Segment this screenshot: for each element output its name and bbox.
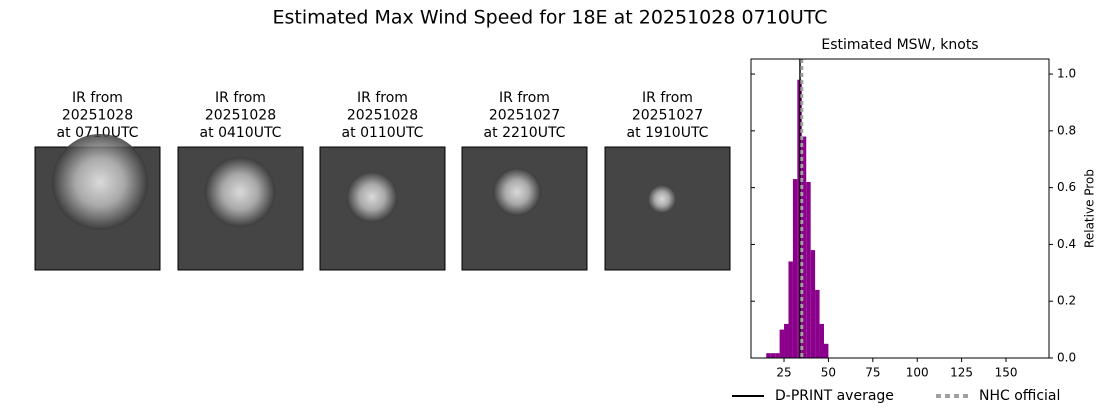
storm-cloud [52,134,148,230]
bar [779,329,785,358]
panel-caption: IR from [642,90,693,106]
x-tick-label: 150 [995,366,1018,380]
bar [819,323,824,358]
bar [792,179,798,358]
bar [806,181,811,358]
x-tick-label: 50 [821,366,836,380]
y-axis-label: Relative Prob [1083,169,1097,248]
panel-caption: IR from [499,90,550,106]
y-tick-label: 0.0 [1057,351,1076,365]
panel-caption: 20251028 [347,108,418,124]
bar [770,353,776,358]
bar [815,289,820,358]
bar [801,136,807,358]
legend-label: NHC official [979,388,1060,404]
y-tick-label: 1.0 [1057,67,1076,81]
bar [784,323,789,358]
panel-caption: IR from [215,90,266,106]
y-tick-label: 0.6 [1057,180,1076,194]
panel-caption: IR from [357,90,408,106]
storm-cloud [647,184,677,214]
panel-caption: at 0410UTC [200,125,282,141]
panel-caption: 20251028 [205,108,276,124]
x-tick-label: 125 [950,366,973,380]
x-tick-label: 75 [865,366,880,380]
x-tick-label: 100 [906,366,929,380]
panel-caption: at 0110UTC [342,125,424,141]
panel-caption: 20251027 [489,108,560,124]
panel-caption: 20251028 [62,108,133,124]
y-tick-label: 0.2 [1057,294,1076,308]
y-tick-label: 0.8 [1057,123,1076,137]
storm-cloud [346,171,398,223]
y-tick-label: 0.4 [1057,237,1076,251]
plot-frame [750,58,1050,359]
bar [810,250,816,358]
panel-caption: at 2210UTC [484,125,566,141]
bar [788,261,793,358]
panel-caption: at 0710UTC [57,125,139,141]
bar [823,343,829,358]
panel-caption: 20251027 [632,108,703,124]
chart-title: Estimated MSW, knots [821,37,978,53]
storm-cloud [493,168,541,216]
figure-title: Estimated Max Wind Speed for 18E at 2025… [272,7,827,29]
storm-cloud [204,156,276,228]
panel-caption: at 1910UTC [627,125,709,141]
legend-label: D-PRINT average [775,388,894,404]
x-tick-label: 25 [776,366,791,380]
panel-caption: IR from [72,90,123,106]
bar [775,353,780,358]
bar [766,353,771,358]
